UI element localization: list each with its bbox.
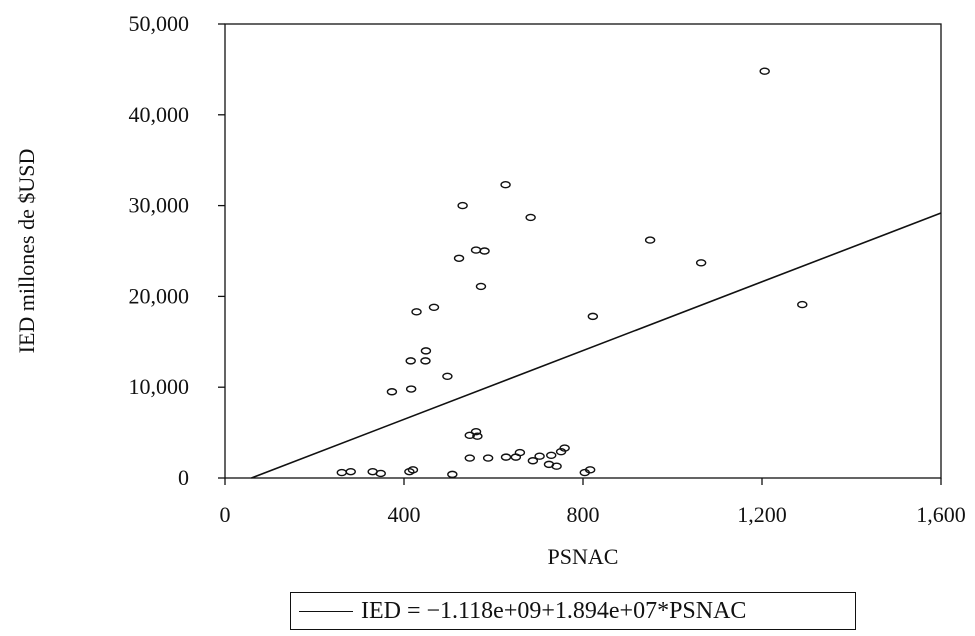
y-tick-label: 20,000 <box>129 283 190 308</box>
y-tick-label: 0 <box>178 465 189 490</box>
data-point <box>428 303 440 311</box>
data-point <box>584 466 596 474</box>
x-tick-label: 1,600 <box>916 502 966 527</box>
data-point <box>587 312 599 321</box>
scatter-chart: 0 400 800 1,200 1,600 0 10,000 20,000 30,000 40,… <box>14 11 966 569</box>
data-point <box>559 444 570 452</box>
fit-line <box>251 212 942 479</box>
data-point <box>500 181 511 189</box>
data-point <box>472 432 483 440</box>
y-tick-label: 50,000 <box>129 11 190 36</box>
legend: IED = −1.118e+09+1.894e+07*PSNAC <box>290 592 856 630</box>
data-point <box>386 388 398 396</box>
data-point <box>453 254 465 262</box>
data-point <box>644 236 656 244</box>
data-point <box>420 357 431 365</box>
y-axis: 0 10,000 20,000 30,000 40,000 50,000 <box>129 11 225 490</box>
data-point <box>442 372 453 381</box>
data-point <box>457 201 468 210</box>
x-tick-label: 800 <box>567 502 600 527</box>
data-point <box>447 470 458 479</box>
data-point <box>797 300 808 309</box>
x-tick-label: 1,200 <box>737 502 787 527</box>
data-point <box>405 385 417 393</box>
y-tick-label: 30,000 <box>129 193 190 218</box>
x-axis: 0 400 800 1,200 1,600 <box>220 478 966 527</box>
data-point <box>420 347 432 355</box>
data-point <box>470 246 482 254</box>
data-point <box>759 67 770 75</box>
data-point <box>405 357 416 365</box>
data-point <box>546 451 557 459</box>
y-tick-label: 10,000 <box>129 374 190 399</box>
data-point <box>482 454 494 462</box>
x-axis-title: PSNAC <box>548 544 619 569</box>
legend-label: IED = −1.118e+09+1.894e+07*PSNAC <box>361 597 747 624</box>
data-point <box>695 259 707 267</box>
data-point <box>375 469 386 478</box>
data-point <box>534 452 545 460</box>
data-point <box>464 454 475 462</box>
data-point <box>345 467 356 476</box>
data-point <box>500 453 512 461</box>
x-tick-label: 400 <box>388 502 421 527</box>
legend-line-swatch <box>299 610 353 612</box>
data-point <box>464 431 475 440</box>
data-point <box>514 448 526 457</box>
data-point <box>479 247 490 255</box>
y-tick-label: 40,000 <box>129 102 190 127</box>
data-point <box>475 282 487 291</box>
data-point <box>411 308 422 316</box>
scatter-points <box>336 67 808 479</box>
data-point <box>407 466 419 474</box>
data-point <box>470 427 482 436</box>
plot-area-frame <box>224 23 942 479</box>
data-point <box>525 213 536 222</box>
data-point <box>551 462 562 470</box>
data-point <box>336 468 347 477</box>
x-tick-label: 0 <box>220 502 231 527</box>
y-axis-title: IED millones de $USD <box>14 149 39 354</box>
data-point <box>527 457 539 465</box>
